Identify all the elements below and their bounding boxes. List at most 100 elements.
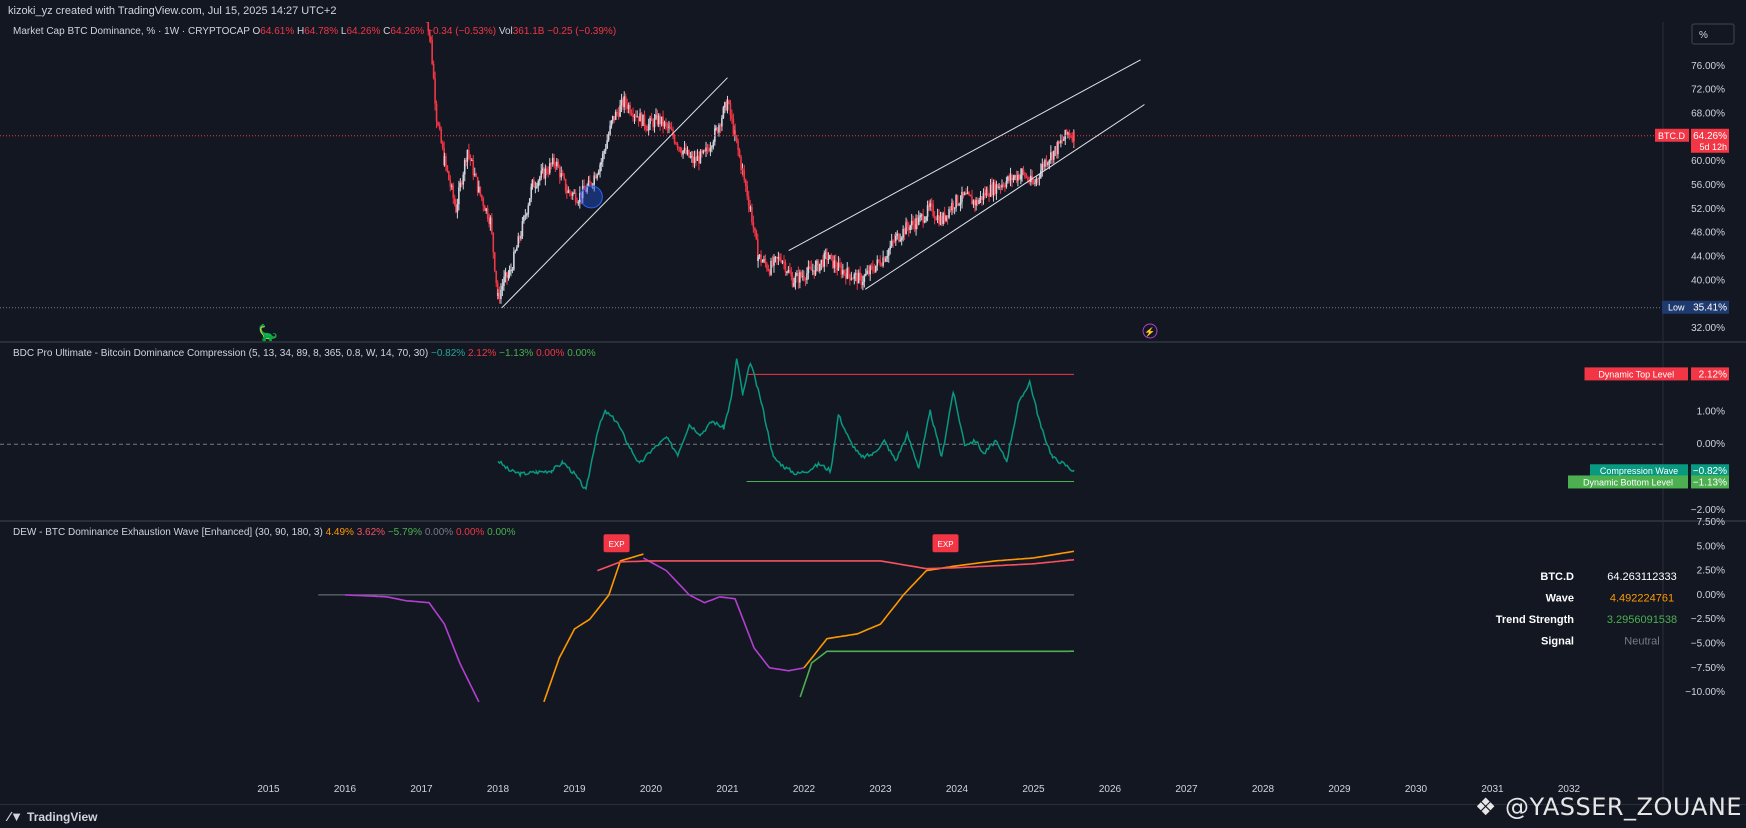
candle-body bbox=[463, 159, 466, 175]
candle-body bbox=[574, 192, 577, 203]
candle-body bbox=[910, 220, 913, 226]
candle-body bbox=[547, 172, 550, 174]
y-tick-dew: 7.50% bbox=[1697, 517, 1725, 528]
candle-body bbox=[465, 159, 468, 162]
exp-marker-label: EXP bbox=[938, 540, 954, 549]
candle-body bbox=[611, 116, 614, 121]
candle-body bbox=[468, 150, 470, 156]
candle-body bbox=[909, 225, 912, 231]
candle-body bbox=[951, 202, 953, 211]
candle-body bbox=[642, 114, 644, 126]
candle-body bbox=[1038, 177, 1041, 179]
candle-body bbox=[678, 147, 680, 149]
candle-body bbox=[889, 246, 892, 250]
x-tick-year: 2022 bbox=[793, 784, 816, 795]
bdc-label-value: 2.12% bbox=[1699, 369, 1727, 380]
tradingview-brand[interactable]: ⁄▼ TradingView bbox=[8, 809, 98, 824]
candle-body bbox=[800, 272, 803, 277]
exp-marker bbox=[603, 534, 630, 553]
candle-body bbox=[670, 128, 673, 130]
candle-body bbox=[452, 185, 455, 198]
candle-body bbox=[989, 184, 992, 197]
y-tick-dew: −2.50% bbox=[1691, 614, 1725, 625]
candle-body bbox=[491, 217, 493, 233]
x-tick-year: 2018 bbox=[487, 784, 510, 795]
candle-body bbox=[955, 195, 957, 208]
candle-body bbox=[939, 216, 942, 225]
candle-body bbox=[578, 193, 581, 203]
candle-body bbox=[884, 258, 887, 262]
candle-body bbox=[749, 207, 752, 209]
y-tick-bdc: 0.00% bbox=[1697, 439, 1725, 450]
candle-body bbox=[1014, 175, 1016, 178]
candle-body bbox=[988, 196, 990, 198]
bdc-label-value: −0.82% bbox=[1693, 466, 1727, 477]
candle-body bbox=[501, 285, 504, 290]
legend-value: Market Cap BTC Dominance, % · 1W · CRYPT… bbox=[13, 26, 250, 37]
candle-body bbox=[692, 156, 694, 164]
candle-body bbox=[614, 111, 617, 120]
candle-body bbox=[819, 263, 821, 272]
candle-body bbox=[779, 256, 781, 260]
candle-body bbox=[446, 165, 449, 172]
candle-body bbox=[530, 186, 533, 199]
candle-body bbox=[1065, 129, 1068, 134]
candle-body bbox=[428, 31, 431, 37]
candle-body bbox=[703, 150, 706, 152]
candle-body bbox=[892, 240, 894, 242]
candle-body bbox=[458, 187, 460, 205]
candle-body bbox=[616, 111, 618, 113]
candle-body bbox=[715, 127, 717, 129]
candle-body bbox=[958, 204, 960, 206]
candle-body bbox=[986, 189, 989, 197]
candle-body bbox=[783, 261, 785, 263]
candle-body bbox=[634, 115, 637, 117]
candle-body bbox=[617, 112, 620, 117]
candle-body bbox=[997, 184, 999, 189]
candle-body bbox=[763, 259, 765, 262]
candle-body bbox=[971, 196, 973, 205]
candle-body bbox=[586, 186, 588, 192]
candle-body bbox=[662, 116, 664, 127]
candle-body bbox=[669, 126, 671, 129]
candle-body bbox=[859, 272, 861, 276]
candle-body bbox=[852, 278, 854, 280]
candle-body bbox=[784, 262, 787, 273]
candle-body bbox=[636, 116, 638, 118]
table-label: BTC.D bbox=[1540, 571, 1574, 583]
table-label: Wave bbox=[1546, 593, 1574, 605]
table-value: 3.2956091538 bbox=[1607, 614, 1677, 626]
candle-body bbox=[698, 156, 700, 164]
bdc-legend-value: 0.00% bbox=[533, 348, 564, 359]
candle-body bbox=[755, 230, 758, 240]
candle-body bbox=[946, 215, 949, 218]
dew-legend-value: 3.62% bbox=[354, 527, 385, 538]
legend-value: H bbox=[294, 26, 304, 37]
bdc-label-name-bg bbox=[1590, 464, 1688, 478]
candle-body bbox=[856, 273, 859, 284]
exp-marker bbox=[932, 534, 959, 553]
candle-body bbox=[872, 266, 874, 271]
candle-body bbox=[441, 142, 444, 148]
candle-body bbox=[777, 256, 780, 259]
candle-body bbox=[829, 255, 831, 260]
candle-body bbox=[965, 192, 967, 195]
candle-body bbox=[1064, 129, 1067, 140]
candle-body bbox=[999, 186, 1002, 188]
brand-label: TradingView bbox=[27, 809, 98, 824]
candle-body bbox=[550, 163, 553, 165]
candle-body bbox=[833, 260, 836, 268]
candle-body bbox=[747, 196, 750, 206]
candle-body bbox=[961, 191, 963, 202]
candle-body bbox=[767, 269, 770, 271]
candle-body bbox=[866, 270, 869, 274]
main-legend: Market Cap BTC Dominance, % · 1W · CRYPT… bbox=[13, 26, 616, 37]
candle-body bbox=[826, 252, 828, 260]
chart-canvas[interactable]: 🦕 ⚡ Market Cap BTC Dominance, % · 1W · CRY… bbox=[0, 22, 1746, 804]
candle-body bbox=[732, 118, 735, 135]
candle-body bbox=[721, 117, 723, 127]
candle-body bbox=[576, 202, 578, 204]
candle-body bbox=[804, 279, 807, 281]
candle-body bbox=[686, 149, 689, 154]
candle-body bbox=[764, 259, 767, 264]
